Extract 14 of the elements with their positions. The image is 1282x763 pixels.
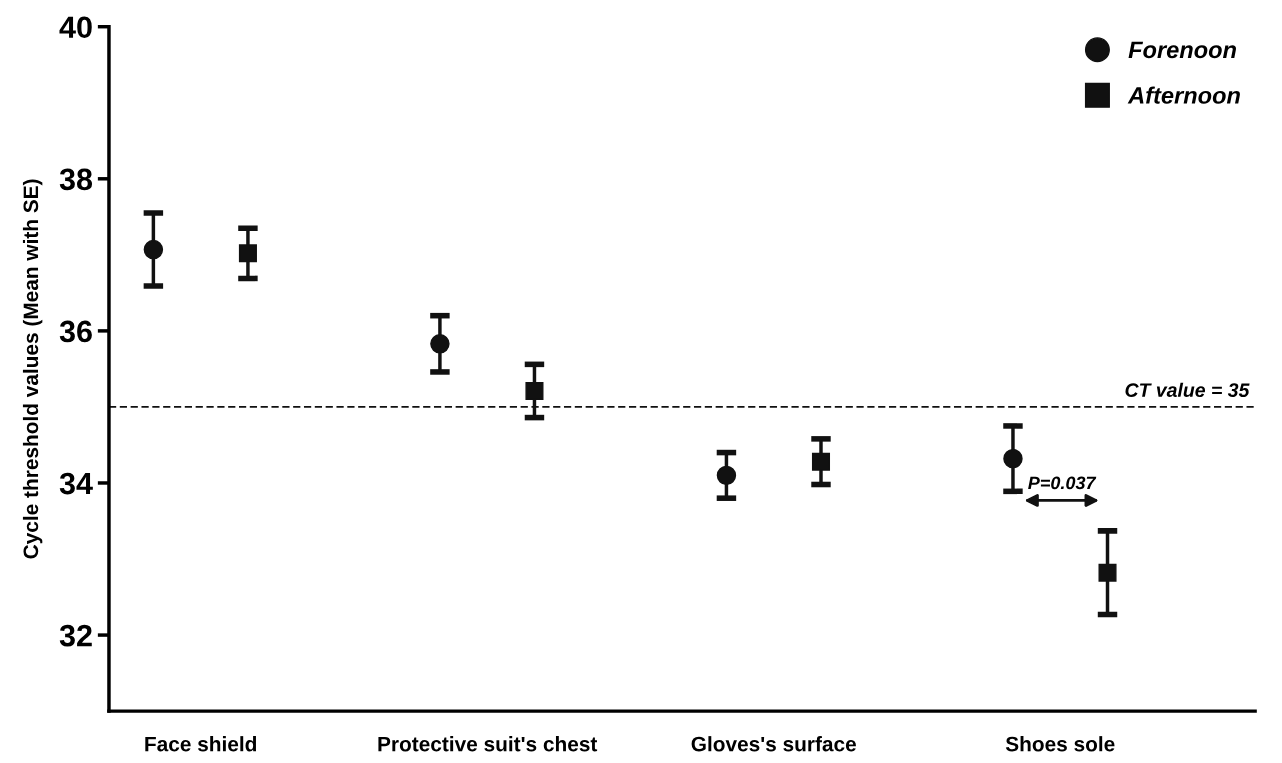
legend-label: Afternoon	[1127, 86, 1240, 104]
x-tick-label: Gloves's surface	[691, 736, 856, 752]
y-tick-label: 38	[59, 168, 93, 191]
legend-label: Forenoon	[1128, 41, 1236, 59]
x-tick-label: Shoes sole	[1005, 736, 1115, 752]
y-tick-label: 36	[59, 320, 92, 343]
y-tick-label: 34	[59, 472, 93, 495]
y-axis-title: Cycle threshold values (Mean with SE)	[22, 179, 43, 559]
annotation: P=0.037	[1028, 476, 1097, 490]
y-tick-label: 40	[59, 16, 92, 39]
y-tick-label: 32	[59, 624, 92, 647]
x-tick-label: Face shield	[145, 736, 257, 752]
ref-line-label: CT value = 35	[1125, 382, 1250, 398]
x-tick-label: Protective suit's chest	[378, 736, 598, 752]
